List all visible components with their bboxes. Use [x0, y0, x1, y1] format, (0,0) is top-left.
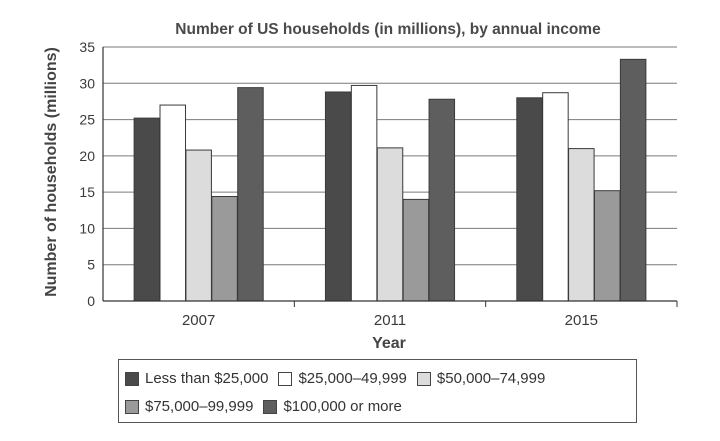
bar [324, 91, 352, 302]
y-tick-label: 30 [79, 75, 95, 91]
legend: Less than $25,000 $25,000–49,999 $50,000… [118, 359, 637, 423]
legend-label: $75,000–99,999 [145, 398, 254, 415]
legend-swatch [416, 371, 431, 386]
legend-swatch [263, 399, 278, 414]
legend-label: $100,000 or more [283, 398, 402, 415]
x-tick-label: 2015 [565, 312, 598, 329]
y-tick-label: 20 [79, 148, 95, 164]
legend-swatch [278, 371, 293, 386]
y-axis-label: Number of households (millions) [43, 47, 60, 297]
y-tick-label: 15 [79, 184, 95, 200]
bar [211, 195, 238, 302]
y-tick-label: 5 [87, 257, 95, 273]
x-tick-label: 2007 [182, 312, 215, 329]
y-tick-label: 0 [87, 293, 95, 309]
legend-item-100000-or-more: $100,000 or more [263, 398, 402, 415]
bar [402, 198, 430, 302]
legend-item-25000-49999: $25,000–49,999 [278, 370, 407, 387]
bar [516, 97, 543, 302]
x-tick-label: 2011 [374, 312, 406, 329]
legend-swatch [125, 399, 139, 414]
bar [133, 117, 161, 302]
bar [376, 147, 404, 302]
bar [542, 92, 569, 302]
legend-label: Less than $25,000 [145, 370, 269, 387]
legend-row-1: Less than $25,000 $25,000–49,999 $50,000… [125, 370, 555, 387]
legend-item-75000-99999: $75,000–99,999 [125, 398, 253, 415]
bar [159, 104, 187, 302]
chart-title: Number of US households (in millions), b… [175, 21, 601, 38]
bar [350, 84, 378, 302]
y-tick-label: 25 [79, 112, 95, 128]
legend-swatch [125, 371, 139, 386]
legend-label: $25,000–49,999 [298, 370, 407, 387]
bar [593, 190, 621, 302]
legend-item-less-than-25000: Less than $25,000 [125, 370, 268, 387]
bar [428, 98, 456, 302]
bar [185, 149, 212, 302]
axes [102, 47, 678, 307]
bar [237, 87, 264, 302]
y-tick-label: 10 [79, 220, 95, 236]
bars [133, 58, 647, 302]
legend-row-2: $75,000–99,999 $100,000 or more [125, 398, 412, 415]
legend-item-50000-74999: $50,000–74,999 [416, 370, 546, 387]
legend-label: $50,000–74,999 [436, 370, 546, 387]
y-tick-label: 35 [79, 39, 95, 55]
tick-labels: 0 5 10 15 20 25 30 35 2007 2011 2015 [79, 39, 598, 329]
bar [619, 58, 647, 302]
x-axis-label: Year [372, 335, 406, 352]
bar [568, 148, 595, 302]
